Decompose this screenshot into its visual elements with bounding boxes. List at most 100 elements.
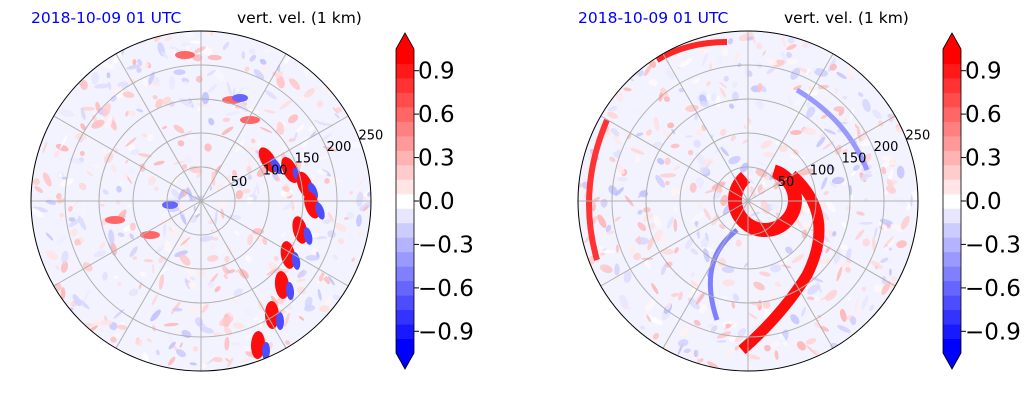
field-speck: [861, 286, 867, 292]
field-speck: [644, 64, 652, 77]
field-speck: [80, 207, 86, 216]
field-speck: [765, 57, 778, 66]
field-speck: [673, 206, 678, 213]
field-speck: [305, 255, 320, 261]
field-speck: [357, 177, 366, 187]
grid-spoke: [200, 53, 287, 202]
field-speck: [841, 222, 847, 228]
field-speck: [691, 211, 705, 223]
field-speck: [881, 155, 896, 166]
field-speck: [356, 214, 362, 227]
rainband: [738, 170, 825, 355]
colorbar-segment: [943, 92, 961, 108]
field-speck: [356, 191, 364, 207]
downdraft-cell: [307, 182, 319, 200]
colorbar-segment: [396, 77, 414, 93]
field-speck: [662, 129, 673, 141]
grid-spoke: [200, 200, 287, 349]
field-speck: [155, 349, 160, 356]
field-speck: [102, 103, 111, 117]
colorbar-tick-label: 0.0: [418, 189, 455, 215]
field-speck: [660, 173, 677, 178]
field-speck: [635, 132, 644, 137]
colorbar-tick-label: −0.9: [418, 319, 474, 345]
field-speck: [188, 97, 194, 109]
field-speck: [697, 203, 703, 210]
field-speck: [685, 237, 694, 250]
updraft-cell: [274, 271, 290, 299]
grid-spoke: [747, 115, 896, 202]
field-speck: [705, 80, 712, 87]
field-speck: [59, 212, 64, 218]
field-speck: [68, 218, 80, 228]
field-speck: [749, 323, 761, 334]
field-speck: [308, 125, 315, 132]
field-speck: [248, 48, 256, 55]
field-speck: [248, 150, 259, 159]
field-speck: [699, 358, 704, 362]
colorbar-segment: [943, 338, 961, 354]
field-speck: [762, 300, 771, 309]
field-speck: [624, 305, 631, 310]
field-speck: [813, 295, 820, 302]
field-speck: [324, 178, 330, 184]
colorbar-segment: [943, 237, 961, 253]
field-speck: [694, 221, 699, 226]
field-speck: [351, 257, 355, 262]
field-speck: [143, 259, 154, 263]
colorbar-segment: [396, 106, 414, 122]
field-speck: [704, 232, 709, 242]
field-speck: [102, 272, 108, 281]
field-speck: [763, 151, 775, 158]
field-speck: [692, 226, 699, 233]
field-speck: [753, 281, 765, 291]
field-speck: [192, 54, 203, 62]
field-speck: [673, 165, 681, 171]
field-speck: [170, 188, 181, 200]
field-speck: [754, 160, 768, 167]
field-speck: [602, 248, 607, 252]
field-speck: [806, 101, 811, 110]
field-speck: [840, 244, 849, 251]
field-speck: [671, 292, 679, 297]
colorbar-segment: [396, 208, 414, 224]
grid-spoke: [200, 200, 349, 287]
field-speck: [147, 97, 152, 104]
field-speck: [293, 131, 298, 142]
field-speck: [790, 314, 800, 325]
field-speck: [759, 271, 771, 277]
field-speck: [173, 124, 185, 134]
field-speck: [120, 322, 126, 325]
field-speck: [693, 319, 701, 326]
field-speck: [61, 134, 68, 147]
field-speck: [896, 165, 905, 179]
field-speck: [201, 91, 210, 105]
field-speck: [665, 301, 672, 311]
field-speck: [297, 270, 307, 278]
field-speck: [298, 316, 305, 321]
colorbar-segment: [943, 49, 961, 64]
field-speck: [204, 143, 212, 152]
colorbar: 0.9 0.6 0.3 0.0 −0.3 −0.6 −0.9: [395, 32, 474, 370]
field-speck: [710, 92, 717, 101]
field-speck: [862, 238, 871, 247]
field-speck: [130, 148, 140, 155]
field-speck: [619, 294, 629, 310]
grid-spoke: [53, 200, 202, 287]
updraft-cell: [264, 301, 280, 329]
field-speck: [711, 181, 726, 190]
field-speck: [850, 316, 857, 326]
field-speck: [706, 93, 711, 101]
field-speck: [252, 186, 257, 197]
field-speck: [190, 276, 195, 281]
field-speck: [831, 176, 845, 185]
field-speck: [689, 182, 697, 193]
field-speck: [100, 148, 107, 154]
field-speck: [162, 125, 168, 130]
field-speck: [851, 170, 857, 177]
field-speck: [95, 101, 101, 113]
field-speck: [210, 243, 215, 250]
field-speck: [179, 342, 183, 348]
field-speck: [45, 232, 54, 241]
field-speck: [134, 338, 143, 346]
